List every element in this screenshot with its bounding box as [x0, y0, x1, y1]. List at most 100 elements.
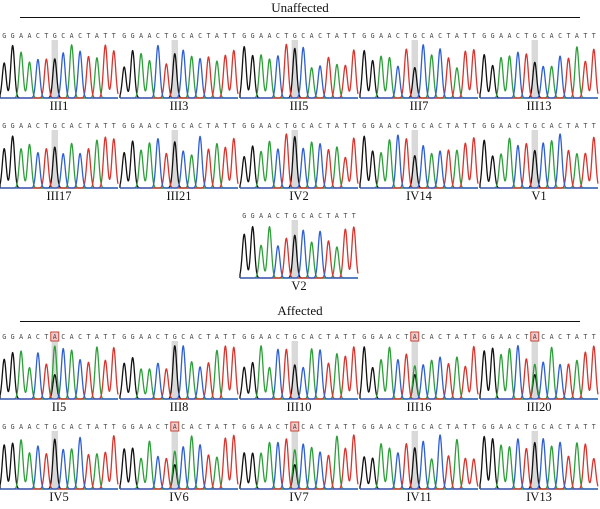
base-call-letter: A: [508, 423, 512, 431]
chromatogram-panel: G G A A C T G C A C T A T T III10: [239, 329, 359, 417]
base-call-letter: T: [164, 333, 168, 341]
base-call-letter: A: [19, 122, 23, 130]
base-call-letter: A: [335, 333, 339, 341]
unaffected-group-title: Unaffected: [271, 0, 329, 15]
chromatogram-panel: G G A A C T G C A C T A T T III3: [119, 28, 239, 116]
base-call-letter: A: [19, 333, 23, 341]
base-call-letter: T: [207, 333, 211, 341]
chromatogram-panel: G G A A C T A C A C T A T T IV7: [239, 419, 359, 507]
base-call-letter: A: [455, 333, 459, 341]
base-call-letter: C: [181, 423, 185, 431]
base-call-letter: A: [310, 32, 314, 40]
base-call-letter: A: [293, 423, 297, 431]
base-call-letter: T: [472, 32, 476, 40]
trace-C-channel: [360, 356, 478, 400]
base-call-letter: T: [567, 333, 571, 341]
base-call-letter: G: [413, 32, 417, 40]
base-call-letter: T: [447, 122, 451, 130]
base-call-letter: A: [575, 423, 579, 431]
base-call-letter: T: [223, 122, 227, 130]
base-call-letter: A: [379, 32, 383, 40]
affected-group-title: Affected: [277, 303, 323, 318]
variant-highlight-band: [171, 40, 178, 98]
base-call-letter: T: [327, 122, 331, 130]
base-call-letter: C: [276, 122, 280, 130]
base-call-letter: T: [103, 333, 107, 341]
base-call-letter: C: [541, 423, 545, 431]
base-call-letter: C: [156, 32, 160, 40]
base-call-letter: A: [430, 423, 434, 431]
base-call-letter: T: [447, 333, 451, 341]
variant-highlight-band: [531, 40, 538, 98]
base-call-letter: C: [516, 423, 520, 431]
base-call-letter: C: [438, 122, 442, 130]
trace-C-channel: [0, 347, 118, 400]
base-call-letter: T: [223, 423, 227, 431]
base-call-letter: T: [592, 423, 596, 431]
base-call-letter: T: [592, 333, 596, 341]
base-call-letter: C: [181, 32, 185, 40]
base-call-letter: C: [558, 122, 562, 130]
base-call-letter: G: [482, 32, 486, 40]
chromatogram-panel: G G A A C T G C A C T A T T IV11: [359, 419, 479, 507]
trace-C-channel: [240, 229, 358, 279]
trace-C-channel: [120, 345, 238, 400]
chromatogram-panel: G G A A C T A C A C T A T T III20: [479, 329, 599, 417]
base-call-letter: T: [232, 423, 236, 431]
base-call-letter: G: [491, 122, 495, 130]
base-call-letter: G: [131, 423, 135, 431]
trace-A-channel: [480, 346, 598, 400]
mutant-base-box: [290, 422, 299, 431]
base-call-letter: A: [335, 32, 339, 40]
sample-label: III8: [169, 400, 189, 414]
base-call-letter: T: [583, 333, 587, 341]
base-call-letter: T: [284, 32, 288, 40]
base-call-letter: T: [352, 333, 356, 341]
base-call-letter: C: [276, 333, 280, 341]
mutant-base-box: [50, 332, 59, 341]
base-call-letter: T: [343, 212, 347, 220]
base-call-letter: T: [207, 423, 211, 431]
base-call-letter: T: [284, 333, 288, 341]
mutant-base-box-outline: [410, 331, 420, 342]
base-call-letter: T: [583, 122, 587, 130]
base-call-letter: A: [508, 122, 512, 130]
base-call-letter: C: [301, 423, 305, 431]
chromatogram-panel: G G A A C T A C A C T A T T III16: [359, 329, 479, 417]
base-call-letter: C: [156, 122, 160, 130]
base-call-letter: C: [181, 122, 185, 130]
base-call-letter: G: [131, 122, 135, 130]
base-call-letter: T: [583, 423, 587, 431]
base-call-letter: A: [139, 32, 143, 40]
base-call-letter: C: [438, 423, 442, 431]
base-call-letter: C: [36, 333, 40, 341]
base-call-letter: G: [242, 333, 246, 341]
mutant-base-box-outline: [530, 331, 540, 342]
base-call-letter: G: [122, 32, 126, 40]
base-call-letter: T: [112, 32, 116, 40]
base-call-letter: A: [310, 333, 314, 341]
base-call-letter: G: [122, 122, 126, 130]
base-call-letter: G: [53, 423, 57, 431]
base-call-letter: A: [455, 32, 459, 40]
base-call-letter: T: [207, 122, 211, 130]
base-call-letter: C: [318, 333, 322, 341]
base-call-letter: C: [36, 32, 40, 40]
base-call-letter: A: [268, 333, 272, 341]
trace-C-channel: [0, 151, 118, 189]
base-call-letter: G: [413, 423, 417, 431]
base-call-letter: T: [112, 122, 116, 130]
trace-C-channel: [120, 443, 238, 490]
chromatogram-panel: G G A A C T G C A C T A T T III13: [479, 28, 599, 116]
chromatogram-panel: G G A A C T G C A C T A T T IV5: [0, 419, 119, 507]
base-call-letter: A: [335, 122, 339, 130]
base-call-letter: T: [87, 32, 91, 40]
base-call-letter: A: [28, 333, 32, 341]
variant-highlight-band: [291, 341, 298, 399]
base-call-letter: A: [70, 32, 74, 40]
chromatogram-panel: G G A A C T G C A C T A T T III1: [0, 28, 119, 116]
